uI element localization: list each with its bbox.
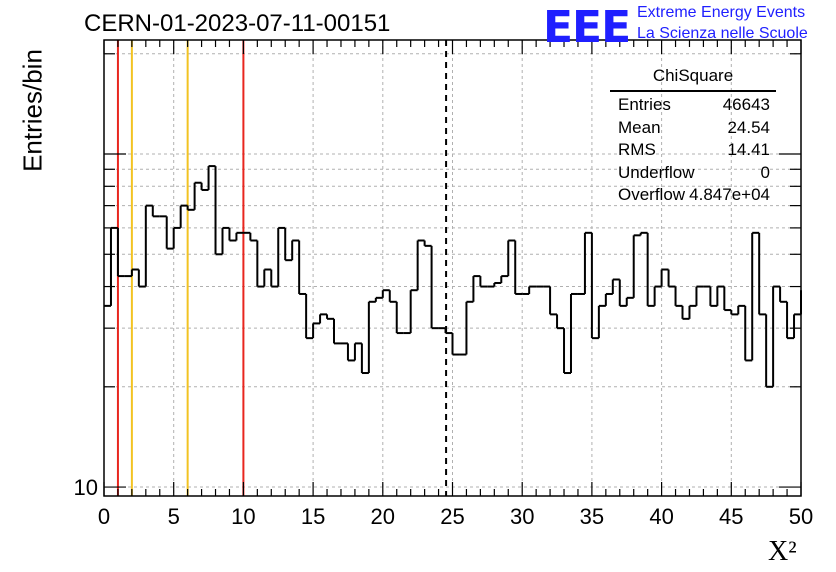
stats-row: RMS 14.41 <box>608 139 778 162</box>
x-axis-label: X² <box>768 536 797 567</box>
run-title: CERN-01-2023-07-11-00151 <box>84 10 391 37</box>
stats-row: Underflow 0 <box>608 162 778 185</box>
stats-label: Entries <box>618 95 671 114</box>
stats-label: Overflow <box>618 185 686 204</box>
x-tick-label: 0 <box>98 504 110 529</box>
y-tick-label: 10 <box>74 475 98 500</box>
stats-label: Underflow <box>618 162 695 182</box>
x-tick-label: 35 <box>580 504 604 529</box>
stats-value: 14.41 <box>727 140 770 159</box>
y-axis-label: Entries/bin <box>17 49 48 172</box>
stats-title: ChiSquare <box>652 66 734 85</box>
x-tick-label: 40 <box>649 504 673 529</box>
stats-row: Mean 24.54 <box>608 117 778 140</box>
stats-box: ChiSquare Entries 46643 Mean 24.54 RMS 14.4… <box>608 66 778 207</box>
stats-value: 0 <box>760 162 770 182</box>
x-tick-label: 45 <box>719 504 743 529</box>
x-tick-label: 10 <box>231 504 255 529</box>
x-tick-label: 30 <box>510 504 534 529</box>
logo-line-2: La Scienza nelle Scuole <box>637 25 808 42</box>
stats-value: 24.54 <box>727 117 770 137</box>
stats-label: Mean <box>618 117 661 137</box>
stats-value: 46643 <box>722 95 770 114</box>
stats-label: RMS <box>618 140 656 159</box>
eee-logo: EEE <box>543 2 631 53</box>
stats-row: Entries 46643 <box>608 94 778 117</box>
stats-divider <box>610 90 776 92</box>
x-tick-label: 25 <box>440 504 464 529</box>
x-tick-label: 50 <box>789 504 813 529</box>
stats-row: Overflow 4.847e+04 <box>608 184 778 207</box>
x-tick-label: 15 <box>301 504 325 529</box>
stats-value: 4.847e+04 <box>689 185 770 204</box>
x-tick-label: 20 <box>371 504 395 529</box>
logo-line-1: Extreme Energy Events <box>637 4 806 21</box>
x-tick-label: 5 <box>168 504 180 529</box>
